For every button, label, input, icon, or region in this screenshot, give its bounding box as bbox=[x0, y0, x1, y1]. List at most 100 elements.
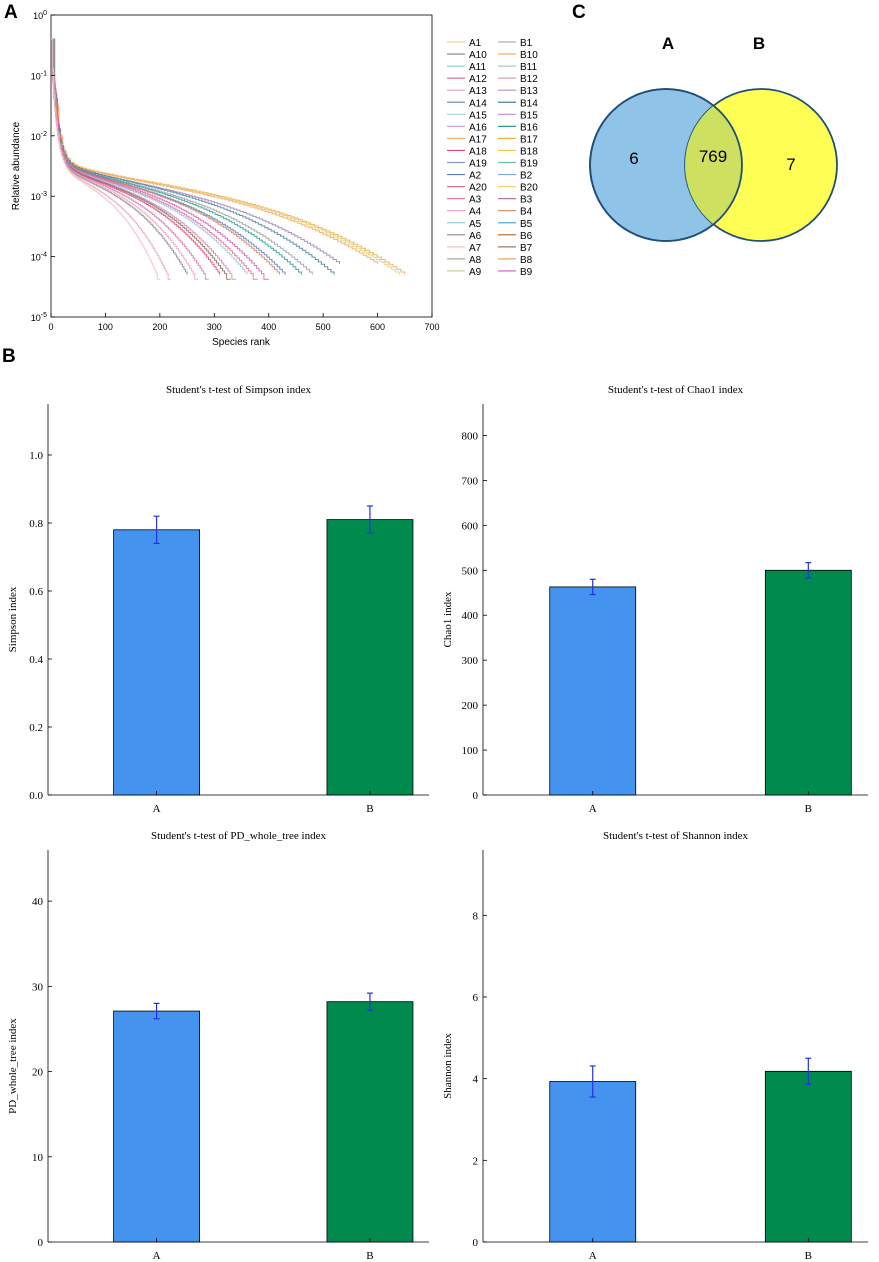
y-tick-label: 100 bbox=[462, 745, 479, 757]
rank-x-axis-label: Species rank bbox=[212, 337, 271, 348]
legend-label: B17 bbox=[520, 134, 538, 145]
legend-label: A19 bbox=[469, 159, 487, 170]
rank-abundance-plot: 100 10-1 10-2 10-3 10-4 10-5 0 100 200 300 400 500… bbox=[11, 10, 538, 348]
x-tick-label: B bbox=[805, 803, 812, 815]
legend-label: B18 bbox=[520, 146, 538, 157]
y-tick-label: 0 bbox=[38, 1237, 44, 1249]
legend-label: B2 bbox=[520, 171, 533, 182]
rank-x-ticks: 0 100 200 300 400 500 600 700 bbox=[48, 313, 440, 332]
y-tick-label: 40 bbox=[32, 896, 44, 908]
rank-y-ticks: 100 10-1 10-2 10-3 10-4 10-5 bbox=[31, 10, 55, 323]
rank-curve-A2 bbox=[51, 38, 286, 275]
legend-label: A9 bbox=[469, 267, 482, 278]
legend-label: A6 bbox=[469, 231, 482, 242]
y-tick-label: 0.8 bbox=[29, 518, 43, 530]
legend-label: B6 bbox=[520, 231, 533, 242]
legend-label: A4 bbox=[469, 207, 482, 218]
x-tick-label: A bbox=[153, 803, 161, 815]
legend-label: B3 bbox=[520, 195, 533, 206]
y-tick-label: 2 bbox=[473, 1155, 479, 1167]
legend-label: A10 bbox=[469, 50, 487, 61]
y-tick-label: 1.0 bbox=[29, 450, 43, 462]
bar-chart-1: Student's t-test of Simpson index 0.0 0.2 0… bbox=[7, 384, 429, 815]
y-axis-label: Simpson index bbox=[7, 586, 19, 652]
legend-label: A2 bbox=[469, 171, 482, 182]
legend-label: A7 bbox=[469, 243, 482, 254]
chart-title: Student's t-test of Simpson index bbox=[166, 384, 311, 396]
x-tick-label: B bbox=[366, 1250, 373, 1262]
rank-curve-B14 bbox=[51, 38, 335, 275]
rank-y-tick-label: 100 bbox=[33, 10, 47, 21]
legend-label: B11 bbox=[520, 62, 537, 73]
legend-label: B5 bbox=[520, 219, 533, 230]
rank-x-tick-label: 200 bbox=[152, 322, 167, 332]
rank-x-tick-label: 100 bbox=[98, 322, 113, 332]
y-tick-label: 0 bbox=[473, 1237, 479, 1249]
rank-y-tick-label: 10-3 bbox=[31, 191, 47, 202]
rank-curve-B7 bbox=[51, 38, 231, 280]
y-tick-label: 700 bbox=[462, 475, 479, 487]
y-tick-label: 20 bbox=[32, 1067, 44, 1079]
y-axis-label: Shannon index bbox=[442, 1033, 454, 1099]
y-axis-label: PD_whole_tree index bbox=[7, 1018, 19, 1114]
rank-curve-A12 bbox=[51, 38, 258, 280]
y-tick-label: 0.4 bbox=[29, 654, 43, 666]
venn-overlap bbox=[685, 89, 742, 241]
venn-shared-count: 769 bbox=[699, 147, 727, 166]
legend-label: B9 bbox=[520, 267, 533, 278]
y-tick-label: 600 bbox=[462, 520, 479, 532]
legend-label: B16 bbox=[520, 122, 538, 133]
legend-label: A3 bbox=[469, 195, 482, 206]
bar-B bbox=[326, 1001, 414, 1243]
legend-label: B4 bbox=[520, 207, 533, 218]
rank-y-tick-label: 10-5 bbox=[31, 312, 47, 323]
venn-circle-a-outline bbox=[589, 88, 743, 242]
x-tick-label: A bbox=[589, 1250, 597, 1262]
legend-label: B20 bbox=[520, 183, 538, 194]
y-tick-label: 300 bbox=[462, 655, 479, 667]
bar-A bbox=[113, 529, 200, 796]
legend-label: A5 bbox=[469, 219, 482, 230]
rank-x-tick-label: 500 bbox=[316, 322, 331, 332]
y-tick-label: 400 bbox=[462, 610, 479, 622]
bar-A bbox=[549, 586, 637, 796]
rank-x-tick-label: 700 bbox=[424, 322, 439, 332]
bar-A bbox=[549, 1081, 637, 1243]
rank-curve-A6 bbox=[51, 38, 188, 275]
legend-label: B15 bbox=[520, 110, 538, 121]
y-tick-label: 0.2 bbox=[29, 722, 43, 734]
venn-only-a-count: 6 bbox=[629, 149, 638, 168]
panel-label-a: A bbox=[4, 2, 18, 23]
bar-B bbox=[764, 1070, 852, 1243]
legend-label: B14 bbox=[520, 98, 538, 109]
rank-legend: A1A10A11A12A13A14A15A16A17A18A19A2A20A3A… bbox=[447, 38, 538, 278]
x-tick-label: A bbox=[589, 803, 597, 815]
y-tick-label: 800 bbox=[462, 430, 479, 442]
legend-label: A20 bbox=[469, 183, 487, 194]
y-tick-label: 0 bbox=[473, 790, 479, 802]
y-tick-label: 8 bbox=[473, 910, 479, 922]
legend-label: B7 bbox=[520, 243, 533, 254]
rank-curve-A18 bbox=[51, 38, 221, 275]
legend-label: A12 bbox=[469, 74, 487, 85]
venn-label-a: A bbox=[662, 34, 674, 53]
rank-y-tick-label: 10-2 bbox=[31, 131, 47, 142]
legend-label: B1 bbox=[520, 38, 533, 49]
rank-x-tick-label: 400 bbox=[261, 322, 276, 332]
legend-label: B13 bbox=[520, 86, 538, 97]
legend-label: A11 bbox=[469, 62, 486, 73]
rank-curve-A5 bbox=[51, 38, 248, 275]
rank-curve-B10 bbox=[51, 38, 281, 275]
x-tick-label: B bbox=[805, 1250, 812, 1262]
rank-curve-A3 bbox=[51, 38, 209, 280]
legend-label: B8 bbox=[520, 255, 533, 266]
rank-curve-B17 bbox=[51, 38, 379, 264]
legend-label: B10 bbox=[520, 50, 538, 61]
venn-label-b: B bbox=[753, 34, 765, 53]
legend-label: B12 bbox=[520, 74, 538, 85]
rank-curves bbox=[51, 38, 406, 280]
rank-y-tick-label: 10-4 bbox=[31, 252, 47, 263]
legend-label: A13 bbox=[469, 86, 487, 97]
x-tick-label: A bbox=[153, 1250, 161, 1262]
rank-curve-A13 bbox=[51, 38, 198, 280]
